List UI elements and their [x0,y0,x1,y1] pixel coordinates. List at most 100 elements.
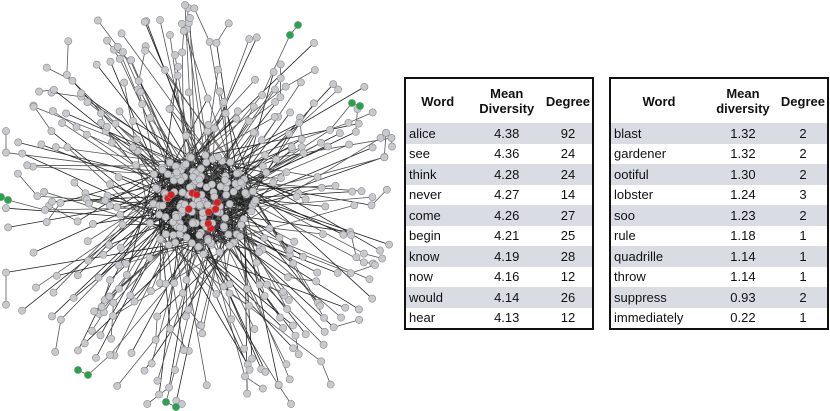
network-node [164,241,173,249]
network-node [208,180,216,189]
table-row: think 4.28 24 [405,164,593,185]
table-row: would 4.14 26 [405,287,593,308]
network-edge [233,242,307,335]
network-node [262,168,271,177]
network-node [49,288,58,297]
network-edge [287,276,317,282]
row-word: lobster [610,184,707,205]
network-node [360,249,368,258]
table-header-row: Word Mean Diversity Degree [405,78,593,123]
row-degree: 1 [778,225,828,246]
row-word: see [405,143,470,164]
network-node [106,276,114,285]
network-node [37,140,46,149]
low-diversity-node [348,99,356,107]
network-node [202,158,211,167]
network-node [105,201,114,210]
network-node [64,37,73,45]
network-node [245,365,254,374]
network-node [62,70,71,79]
network-edge [109,194,190,207]
row-word: soo [610,205,707,226]
network-node [172,213,180,221]
network-node [222,190,231,199]
network-node [291,331,300,340]
network-edge [243,218,280,385]
network-node [171,51,179,59]
network-node [112,203,121,212]
network-node [365,275,374,284]
network-node [282,360,291,369]
row-degree: 92 [543,123,593,144]
row-degree: 2 [778,123,828,144]
network-edge [223,101,234,243]
network-node [357,187,366,196]
network-node [182,312,190,321]
network-node [176,223,185,232]
row-degree: 1 [778,307,828,329]
low-diversity-node [356,102,364,110]
network-node [126,291,135,300]
network-node [297,135,306,144]
network-node [296,78,305,87]
network-node [2,268,10,277]
network-node [351,127,360,136]
network-node [290,237,299,246]
network-node [23,161,32,170]
network-node [84,256,93,265]
network-node [275,233,284,242]
network-node [197,164,205,173]
row-word: begin [405,225,470,246]
network-node [161,213,170,221]
network-node [190,4,199,13]
network-node [284,273,292,282]
row-degree: 1 [778,246,828,267]
table-row: soo 1.23 2 [610,205,828,226]
row-word: never [405,184,470,205]
network-node [83,237,92,246]
network-node [326,126,334,134]
network-node [122,259,131,268]
network-node [97,119,106,127]
network-node [136,88,145,96]
network-node [2,204,10,213]
table-row: lobster 1.24 3 [610,184,828,205]
network-node [127,349,136,357]
network-node [182,275,191,284]
table-row: hear 4.13 12 [405,307,593,329]
network-edge [200,232,266,372]
network-node [289,321,297,330]
network-node [359,258,368,267]
network-node [367,201,376,210]
network-edge [240,224,294,264]
network-node [128,143,137,152]
network-node [165,105,174,113]
network-node [334,85,343,94]
network-node [202,381,211,390]
header-mean-line2: diversity [716,101,770,116]
network-node [99,250,108,259]
row-mean-diversity: 1.14 [706,246,779,267]
network-node [287,143,296,151]
network-node [181,1,189,9]
row-mean-diversity: 4.27 [469,184,544,205]
network-node [35,87,43,96]
network-node [138,100,147,109]
row-degree: 12 [543,307,593,329]
network-node [204,120,213,129]
high-diversity-node [204,219,213,228]
network-node [341,303,350,312]
network-node [255,248,263,257]
network-node [317,357,326,366]
table-row: rule 1.18 1 [610,225,828,246]
network-node [179,27,188,35]
row-mean-diversity: 1.14 [706,266,779,287]
network-node [276,313,284,322]
table-body: blast 1.32 2 gardener 1.32 2 ootiful 1.30 2 lobst… [610,123,828,329]
table-row: know 4.19 28 [405,246,593,267]
high-diversity-node [192,190,201,199]
network-node [251,196,260,205]
network-edge [65,113,200,172]
network-edge [53,173,169,293]
network-node [236,178,245,187]
